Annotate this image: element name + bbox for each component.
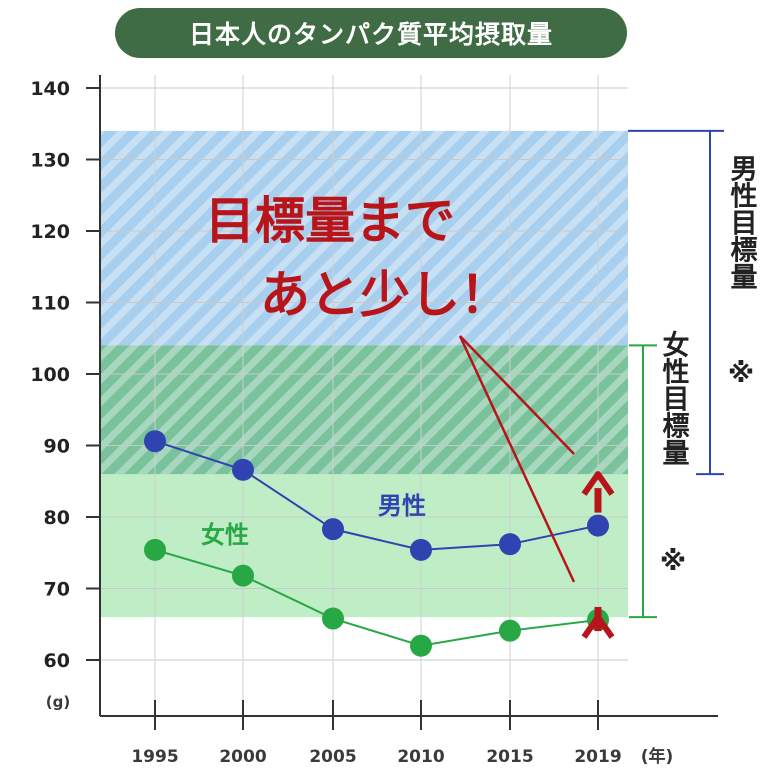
target-gap-arrows [581, 471, 615, 639]
male-target-label: 男性目標量 [726, 155, 758, 290]
x-tick-label: 2000 [219, 747, 266, 767]
x-tick-labels: 1995 2000 2005 2010 2015 2019 [131, 747, 621, 767]
callout-line-2: あと少し！ [260, 266, 510, 324]
y-axis-unit: (g) [46, 693, 70, 711]
series-line-female [154, 548, 599, 647]
target-brackets [628, 129, 724, 619]
x-tick-label: 2019 [574, 747, 621, 767]
chart-title: 日本人のタンパク質平均摂取量 [115, 8, 627, 58]
callout-pointer-male [459, 335, 575, 455]
data-point-female [144, 538, 166, 561]
data-point-male [322, 518, 344, 541]
series-label-female: 女性 [201, 521, 249, 549]
data-point-female [232, 564, 254, 587]
y-tick-label: 90 [44, 436, 70, 458]
male-target-mark: ※ [728, 358, 754, 389]
y-tick-labels: 60 70 80 90 100 110 120 130 140 [30, 78, 70, 672]
data-point-male [499, 533, 521, 556]
female-target-mark: ※ [660, 546, 686, 577]
grid [100, 75, 628, 700]
series-line-male [154, 440, 599, 551]
y-tick-label: 60 [44, 650, 70, 672]
series-label-male: 男性 [378, 492, 426, 520]
data-point-male [144, 430, 166, 453]
x-tick-label: 1995 [131, 747, 178, 767]
data-point-male [410, 538, 432, 561]
data-point-male [587, 514, 609, 537]
x-tick-label: 2015 [486, 747, 533, 767]
y-tick-label: 130 [30, 150, 70, 172]
data-point-male [232, 458, 254, 481]
callout-line-1: 目標量まで [205, 192, 455, 250]
y-tick-label: 80 [44, 507, 70, 529]
axes [86, 75, 718, 730]
x-tick-label: 2005 [309, 747, 356, 767]
data-point-female [322, 607, 344, 630]
y-tick-label: 70 [44, 579, 70, 601]
y-tick-label: 140 [30, 78, 70, 100]
x-tick-label: 2010 [397, 747, 444, 767]
male-gap-arrow-head [581, 471, 615, 496]
data-point-female [410, 634, 432, 657]
series [144, 430, 609, 657]
y-tick-label: 110 [30, 293, 70, 315]
data-point-female [499, 619, 521, 642]
female-gap-arrow-head [581, 614, 615, 639]
female-target-label: 女性目標量 [658, 329, 690, 465]
y-tick-label: 100 [30, 364, 70, 386]
x-axis-unit: (年) [641, 746, 674, 767]
callout-pointer-female [458, 335, 576, 583]
y-tick-label: 120 [30, 221, 70, 243]
